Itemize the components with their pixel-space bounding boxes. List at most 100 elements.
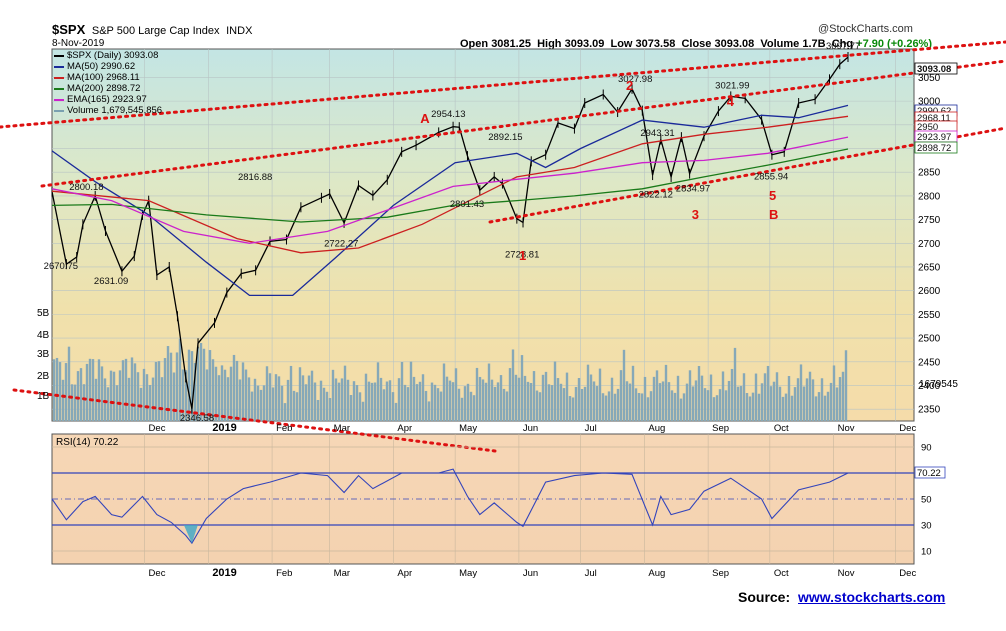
volume-bar (118, 370, 122, 421)
volume-bar (826, 391, 830, 421)
open-value: 3081.25 (491, 38, 531, 50)
volume-bar (811, 379, 815, 421)
rsi-oversold-fill (183, 525, 198, 544)
volume-bar (628, 383, 632, 421)
volume-bar (544, 371, 548, 421)
volume-bar (178, 338, 182, 421)
volume-bar (838, 377, 842, 421)
volume-bar (241, 362, 245, 421)
volume-bar (649, 391, 653, 421)
volume-bar (229, 366, 233, 421)
volume-bar (352, 381, 356, 421)
rsi-last-box (914, 466, 946, 479)
volume-bar (100, 366, 104, 421)
rsi-x-tick-label: Dec (149, 568, 166, 579)
last-value-text: 2898.72 (917, 143, 951, 154)
volume-bar (703, 388, 707, 421)
x-tick-label: Dec (899, 423, 916, 434)
volume-bar (718, 389, 722, 421)
volume-bar (778, 386, 782, 421)
volume-bar (169, 352, 173, 421)
wave-label: 5 (769, 188, 776, 203)
volume-bar (331, 369, 335, 421)
volume-bar (67, 346, 71, 421)
volume-bar (298, 367, 302, 421)
volume-bar (478, 376, 482, 421)
price-tick-label: 2350 (918, 405, 941, 416)
volume-bar (562, 388, 566, 421)
volume-bar (748, 396, 752, 421)
volume-bar (112, 371, 116, 421)
wave-label: 4 (727, 94, 735, 109)
high-value: 3093.09 (564, 38, 605, 50)
volume-bar (673, 392, 677, 421)
volume-bar (379, 377, 383, 421)
volume-bar (73, 384, 77, 421)
volume-bar (808, 371, 812, 421)
data-label: 2631.09 (94, 276, 128, 287)
volume-bar (433, 384, 437, 421)
volume-bar (829, 382, 833, 421)
price-panel-bg (51, 48, 915, 422)
price-tick-label: 2850 (918, 168, 941, 179)
volume-bar (382, 389, 386, 421)
last-volume-label: 1679545 (919, 379, 958, 390)
volume-bar (784, 393, 788, 421)
volume-bar (823, 395, 827, 421)
volume-bar (688, 370, 692, 421)
volume-bar (403, 384, 407, 421)
x-tick-label: Sep (712, 423, 729, 434)
price-tick-label: 2600 (918, 286, 941, 297)
series-line-spx (51, 56, 849, 409)
low-label: Low (610, 38, 633, 50)
volume-bars (52, 338, 848, 421)
last-value-text: 2923.97 (917, 132, 951, 143)
volume-bar (631, 365, 635, 421)
volume-bar (376, 362, 380, 421)
volume-bar (742, 373, 746, 421)
volume-bar (529, 383, 533, 421)
volume-bar (148, 384, 152, 421)
rsi-tick-label: 30 (921, 521, 932, 532)
rsi-x-tick-label: Jul (585, 568, 597, 579)
volume-bar (238, 379, 242, 421)
volume-tick-label: 3B (37, 349, 50, 360)
volume-bar (274, 374, 278, 421)
legend-swatch (54, 54, 64, 57)
wave-label: 3 (692, 207, 699, 222)
legend-item: MA(100) 2968.11 (54, 72, 162, 83)
volume-bar (736, 386, 740, 421)
trendline (40, 59, 1006, 188)
volume-bar (640, 393, 644, 421)
source-prefix: Source: (738, 589, 791, 605)
series-line-rsi (51, 468, 849, 545)
data-label: 2801.43 (450, 199, 484, 210)
volume-bar (358, 392, 362, 421)
data-label: 2670.75 (44, 261, 78, 272)
data-label: 3027.98 (618, 74, 652, 85)
volume-bar (262, 385, 266, 421)
source-credit: Source: www.stockcharts.com (738, 589, 945, 605)
volume-bar (835, 387, 839, 421)
volume-bar (154, 361, 158, 421)
volume-bar (424, 390, 428, 421)
volume-bar (283, 403, 287, 421)
volume-tick-label: 2B (37, 371, 50, 382)
data-label: 2722.27 (324, 239, 358, 250)
volume-bar (652, 376, 656, 421)
volume-bar (61, 379, 65, 421)
volume-bar (385, 381, 389, 421)
volume-bar (139, 387, 143, 421)
volume-bar (223, 369, 227, 421)
ohlc-summary: Open 3081.25 High 3093.09 Low 3073.58 Cl… (460, 38, 932, 50)
volume-bar (496, 382, 500, 421)
volume-bar (445, 376, 449, 421)
volume-tick-label: 5B (37, 308, 50, 319)
source-link[interactable]: www.stockcharts.com (798, 589, 946, 605)
last-value-text: 3093.08 (917, 64, 951, 75)
volume-bar (220, 365, 224, 421)
high-label: High (537, 38, 562, 50)
data-label: 2346.58 (180, 413, 214, 424)
volume-bar (541, 374, 545, 421)
trendline (0, 40, 1006, 129)
